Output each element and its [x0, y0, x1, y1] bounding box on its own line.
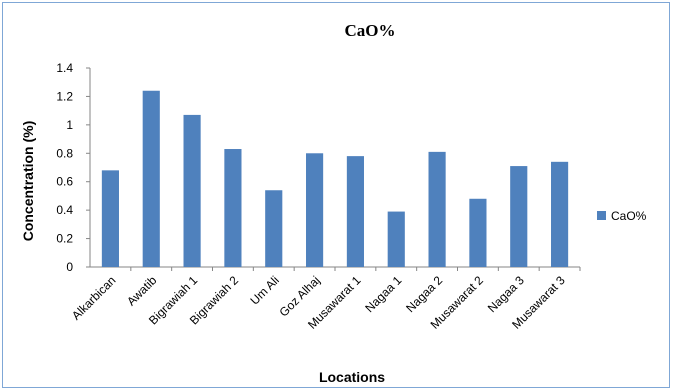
bar-musawarat-1: [346, 156, 364, 267]
y-axis-title: Concentration (%): [20, 121, 36, 242]
chart-title: CaO%: [345, 21, 396, 40]
legend-label: CaO%: [611, 209, 647, 223]
x-tick-label: Awatib: [124, 273, 159, 308]
y-tick-label: 1.4: [56, 61, 73, 75]
bar-nagaa-1: [387, 211, 405, 267]
bar-goz-alhaj: [306, 153, 324, 267]
bar-bigrawiah-1: [183, 114, 201, 268]
y-tick-label: 0.4: [56, 203, 73, 217]
x-tick-label: Um Ali: [247, 273, 281, 307]
bar-alkarbican: [101, 170, 119, 267]
x-tick-label: Alkarbican: [69, 273, 119, 323]
x-axis-title: Locations: [319, 369, 385, 385]
bar-musawarat-3: [551, 161, 569, 267]
bar-musawarat-2: [469, 198, 487, 267]
x-tick-label: Nagaa 1: [362, 273, 404, 315]
y-tick-label: 0.8: [56, 146, 73, 160]
y-tick-label: 1.2: [56, 89, 73, 103]
y-tick-label: 0: [66, 260, 73, 274]
bar-bigrawiah-2: [224, 149, 242, 267]
legend-swatch: [597, 211, 606, 220]
bar-um-ali: [265, 190, 283, 267]
y-tick-label: 0.6: [56, 175, 73, 189]
bar-nagaa-2: [428, 151, 446, 267]
legend: CaO%: [597, 209, 647, 223]
y-tick-label: 0.2: [56, 232, 73, 246]
bar-nagaa-3: [510, 166, 528, 267]
y-tick-label: 1: [66, 118, 73, 132]
bar-awatib: [142, 90, 160, 267]
